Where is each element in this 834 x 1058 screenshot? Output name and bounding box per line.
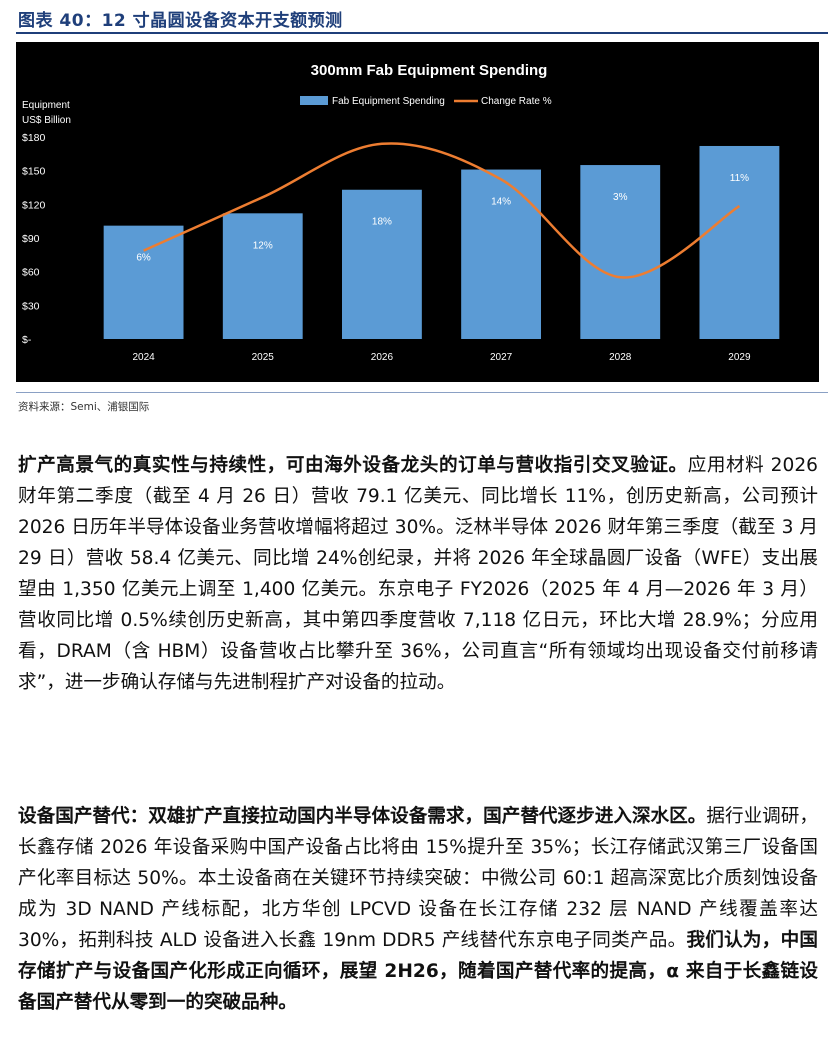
paragraph-body: 应用材料 2026 财年第二季度（截至 4 月 26 日）营收 79.1 亿美元… [18,455,818,693]
paragraph-overseas-validation: 扩产高景气的真实性与持续性，可由海外设备龙头的订单与营收指引交叉验证。应用材料 … [18,450,818,698]
bar-2024 [103,225,184,339]
bar-data-label: 14% [491,197,511,208]
y-tick-label: $150 [22,166,46,178]
x-tick-label: 2028 [609,352,632,363]
x-tick-label: 2027 [490,352,513,363]
y-tick-label: $90 [22,233,40,245]
figure-title: 图表 40：12 寸晶圆设备资本开支额预测 [18,11,343,31]
bar-data-label: 3% [613,192,628,203]
chart-legend: Fab Equipment Spending Change Rate % [300,96,552,107]
bar-2027 [461,169,542,339]
legend-swatch-spending [300,96,328,105]
fab-spending-chart: 300mm Fab Equipment Spending Fab Equipme… [22,62,780,363]
y-tick-label: $180 [22,132,46,144]
x-tick-label: 2025 [252,352,275,363]
figure-bottom-divider [16,392,828,393]
x-tick-label: 2026 [371,352,394,363]
y-axis-ticks: $- $30 $60 $90 $120 $150 $180 [22,132,46,346]
y-tick-label: $120 [22,199,46,211]
y-tick-label: $30 [22,300,40,312]
bar-2026 [341,189,422,339]
bar-data-label: 18% [372,217,392,228]
paragraph-conclusion: 我们认为，中国存储扩产与设备国产化形成正向循环，展望 2H26，随着国产替代率的… [18,930,818,1013]
paragraph-domestic-substitution: 设备国产替代：双雄扩产直接拉动国内半导体设备需求，国产替代逐步进入深水区。据行业… [18,801,818,1018]
legend-label-spending: Fab Equipment Spending [332,96,445,107]
chart-panel: 300mm Fab Equipment Spending Fab Equipme… [16,42,819,382]
bar-data-label: 6% [136,253,151,264]
change-rate-line [143,142,741,279]
y-tick-label: $- [22,334,32,346]
chart-title: 300mm Fab Equipment Spending [311,62,548,79]
y-axis-label-line1: Equipment [22,100,70,111]
bar-series [103,145,780,339]
paragraph-lead: 扩产高景气的真实性与持续性，可由海外设备龙头的订单与营收指引交叉验证。 [18,455,688,476]
x-tick-label: 2024 [132,352,155,363]
x-axis-ticks: 2024 2025 2026 2027 2028 2029 [132,352,751,363]
figure-source: 资料来源：Semi、浦银国际 [18,401,150,413]
bar-2025 [222,213,303,339]
bar-2028 [580,165,661,339]
paragraph-body: 据行业调研，长鑫存储 2026 年设备采购中国产设备占比将由 15%提升至 35… [18,806,818,951]
title-divider [16,32,828,34]
bar-2029 [699,145,780,339]
bar-data-label: 12% [253,240,273,251]
x-tick-label: 2029 [728,352,751,363]
legend-label-change: Change Rate % [481,96,552,107]
paragraph-lead: 设备国产替代：双雄扩产直接拉动国内半导体设备需求，国产替代逐步进入深水区。 [18,806,707,827]
y-axis-label-line2: US$ Billion [22,115,71,126]
bar-data-label: 11% [730,173,749,184]
y-tick-label: $60 [22,267,40,279]
bar-value-labels: 6% 12% 18% 14% 3% 11% [136,173,749,264]
